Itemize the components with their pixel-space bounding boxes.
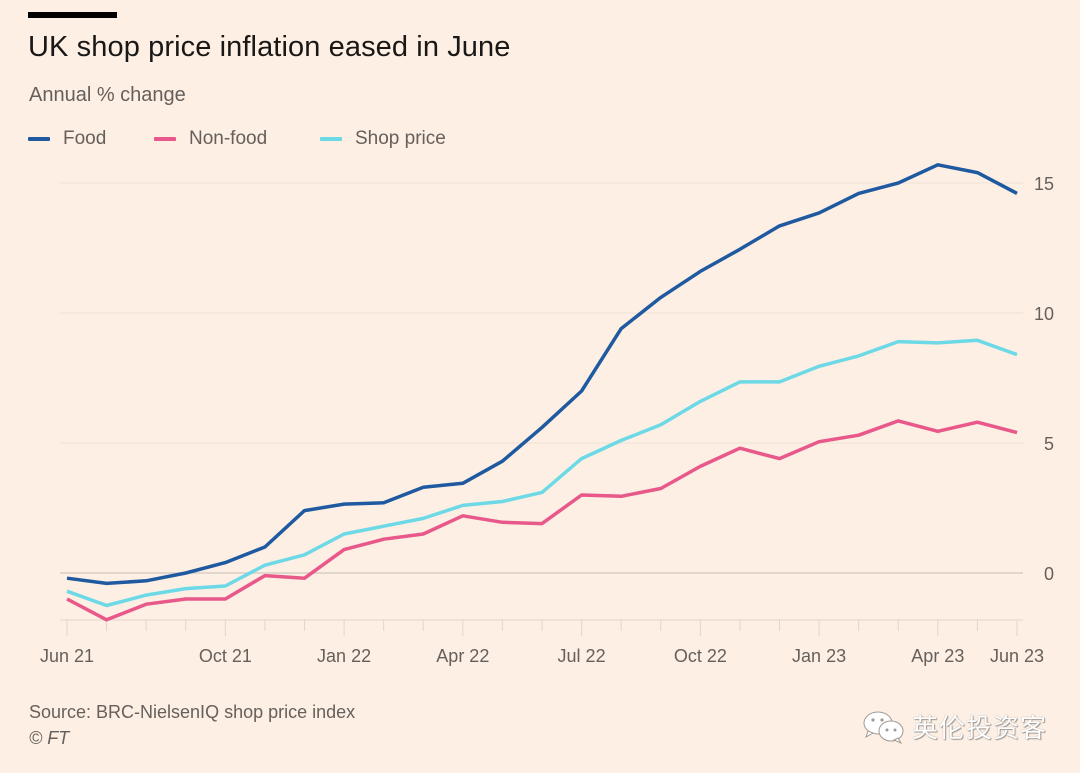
legend-item-shop-price: Shop price bbox=[320, 128, 446, 150]
x-tick-label: Jun 23 bbox=[990, 646, 1044, 666]
wechat-icon bbox=[863, 711, 904, 744]
x-axis: Jun 21 Oct 21 Jan 22 Apr 22 Jul 22 Oct 22 Jan … bbox=[40, 619, 1044, 666]
x-tick-label: Oct 22 bbox=[674, 646, 727, 666]
y-axis: 0 5 10 15 bbox=[1034, 174, 1054, 584]
legend-item-non-food: Non-food bbox=[154, 128, 267, 150]
gridlines bbox=[60, 182, 1023, 574]
legend-item-food: Food bbox=[28, 128, 106, 150]
copyright-note: © FT bbox=[29, 728, 70, 748]
x-tick-label: Jan 22 bbox=[317, 646, 371, 666]
y-tick-label: 0 bbox=[1044, 564, 1054, 584]
x-tick-label: Jun 21 bbox=[40, 646, 94, 666]
legend-swatch-food bbox=[28, 137, 50, 141]
series-line-non-food bbox=[66, 419, 1018, 622]
source-note: Source: BRC-NielsenIQ shop price index bbox=[29, 702, 356, 722]
ft-header-rule bbox=[28, 12, 117, 18]
x-tick-label: Oct 21 bbox=[199, 646, 252, 666]
legend-label-food: Food bbox=[63, 128, 107, 149]
watermark: 英伦投资客 bbox=[862, 708, 1047, 745]
chart-subtitle: Annual % change bbox=[29, 84, 186, 106]
x-tick-label: Jan 23 bbox=[792, 646, 846, 666]
legend-label-non-food: Non-food bbox=[189, 128, 268, 149]
legend-swatch-non-food bbox=[154, 137, 176, 141]
series-lines bbox=[66, 163, 1018, 622]
watermark-text: 英伦投资客 bbox=[912, 713, 1048, 743]
x-tick-label: Jul 22 bbox=[558, 646, 606, 666]
x-tick-label: Apr 22 bbox=[436, 646, 489, 666]
series-line-shop-price bbox=[66, 338, 1018, 608]
legend-label-shop-price: Shop price bbox=[355, 128, 446, 149]
series-line-food bbox=[66, 163, 1018, 586]
y-tick-label: 10 bbox=[1034, 304, 1054, 324]
x-tick-label: Apr 23 bbox=[911, 646, 964, 666]
y-tick-label: 15 bbox=[1034, 174, 1054, 194]
chart-title: UK shop price inflation eased in June bbox=[28, 31, 511, 63]
legend-swatch-shop-price bbox=[320, 137, 342, 141]
y-tick-label: 5 bbox=[1044, 434, 1054, 454]
